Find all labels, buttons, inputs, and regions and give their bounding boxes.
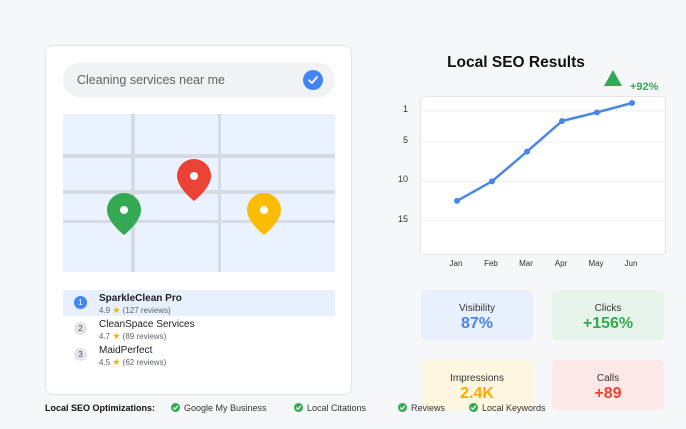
check-circle-icon <box>294 403 303 412</box>
check-circle-icon <box>171 403 180 412</box>
optimization-item: Local Citations <box>294 403 366 413</box>
seo-results-title: Local SEO Results <box>447 54 585 71</box>
optimization-label: Google My Business <box>184 403 267 413</box>
star-icon: ★ <box>112 357 121 367</box>
calls-metric-card: Calls +89 <box>552 360 664 410</box>
search-bar[interactable]: Cleaning services near me <box>63 63 335 97</box>
y-tick-label: 10 <box>397 174 408 185</box>
impressions-metric-card: Impressions 2.4K <box>421 360 533 410</box>
rank-badge: 1 <box>74 296 87 309</box>
rating-value: 4.5 <box>99 358 111 367</box>
check-circle-icon <box>469 403 478 412</box>
metric-value: 87% <box>460 315 494 332</box>
business-name[interactable]: SparkleClean Pro <box>99 293 182 304</box>
review-count: (127 reviews) <box>122 306 171 315</box>
business-rating: 4.9 ★ (127 reviews) <box>99 305 171 316</box>
y-tick-label: 5 <box>402 135 408 146</box>
local-search-card: Cleaning services near me 1 SparkleClean… <box>45 45 352 395</box>
optimization-label: Local Citations <box>307 403 367 413</box>
rating-value: 4.7 <box>99 332 111 341</box>
check-icon[interactable] <box>303 70 323 90</box>
optimization-item: Reviews <box>398 403 445 413</box>
business-rating: 4.7 ★ (89 reviews) <box>99 331 166 342</box>
business-name[interactable]: CleanSpace Services <box>99 319 195 330</box>
x-tick-label: Jun <box>624 259 638 268</box>
data-point <box>454 197 460 204</box>
star-icon: ★ <box>112 331 121 341</box>
y-tick-label: 15 <box>397 213 408 224</box>
data-point <box>594 109 600 116</box>
x-tick-label: Feb <box>484 259 498 268</box>
ranking-chart <box>420 96 666 255</box>
rating-value: 4.9 <box>99 306 111 315</box>
data-point <box>524 148 530 155</box>
metric-label: Visibility <box>459 303 495 314</box>
data-point <box>489 178 495 185</box>
map-road <box>218 114 221 272</box>
check-circle-icon <box>398 403 407 412</box>
data-point <box>559 118 565 125</box>
review-count: (62 reviews) <box>122 358 167 367</box>
rank-badge: 3 <box>74 348 87 361</box>
metric-label: Calls <box>596 373 620 384</box>
map-road <box>63 154 335 158</box>
trend-up-icon <box>604 70 622 86</box>
rank-badge: 2 <box>74 322 87 335</box>
optimizations-title: Local SEO Optimizations: <box>45 403 156 413</box>
list-item[interactable]: 2 CleanSpace Services 4.7 ★ (89 reviews) <box>63 316 335 342</box>
optimization-item: Google My Business <box>171 403 267 413</box>
business-name[interactable]: MaidPerfect <box>99 345 153 356</box>
business-rating: 4.5 ★ (62 reviews) <box>99 357 166 368</box>
search-query[interactable]: Cleaning services near me <box>77 73 225 87</box>
x-tick-label: Jan <box>449 259 463 268</box>
optimization-label: Local Keywords <box>482 403 546 413</box>
list-item[interactable]: 3 MaidPerfect 4.5 ★ (62 reviews) <box>63 342 335 368</box>
star-icon: ★ <box>112 305 121 315</box>
x-tick-label: Apr <box>554 259 568 268</box>
metric-label: Impressions <box>450 373 504 384</box>
metric-value: +89 <box>594 385 622 402</box>
clicks-metric-card: Clicks +156% <box>552 290 664 340</box>
list-item[interactable]: 1 SparkleClean Pro 4.9 ★ (127 reviews) <box>63 290 335 316</box>
map-road <box>131 114 135 272</box>
local-map[interactable] <box>63 114 335 272</box>
metric-label: Clicks <box>594 303 622 314</box>
ranking-line-chart <box>421 100 665 221</box>
map-pin-icon[interactable] <box>176 158 212 202</box>
x-tick-label: Mar <box>519 259 533 268</box>
trend-percentage: +92% <box>630 81 659 93</box>
x-tick-label: May <box>588 259 604 268</box>
map-pin-icon[interactable] <box>106 192 142 236</box>
y-tick-label: 1 <box>402 103 408 114</box>
visibility-metric-card: Visibility 87% <box>421 290 533 340</box>
business-results-list: 1 SparkleClean Pro 4.9 ★ (127 reviews) 2… <box>63 290 335 368</box>
series-line <box>456 101 633 203</box>
metric-value: +156% <box>582 315 634 332</box>
review-count: (89 reviews) <box>122 332 167 341</box>
map-road <box>63 220 335 223</box>
optimization-item: Local Keywords <box>469 403 546 413</box>
metric-value: 2.4K <box>460 385 494 402</box>
map-pin-icon[interactable] <box>246 192 282 236</box>
optimization-label: Reviews <box>411 403 446 413</box>
data-point <box>629 100 635 106</box>
